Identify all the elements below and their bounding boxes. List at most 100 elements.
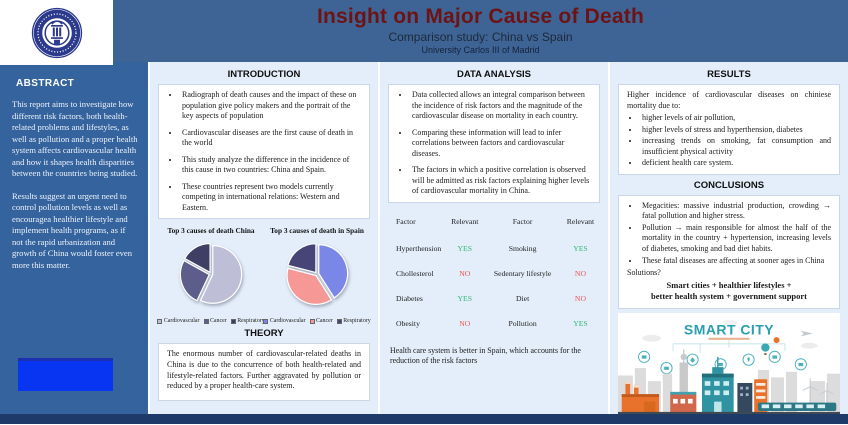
solution-line: Smart cities + healthier lifestyles + [666,279,792,290]
train [757,402,837,411]
factor-cell: Smoking [508,243,537,253]
data-analysis-heading: DATA ANALYSIS [456,69,532,80]
pie-charts: Top 3 causes of death China Cardiovascul… [157,219,371,326]
bullet-item: Pollution → main responsible for almost … [640,223,831,255]
factor-cell: Pollution [508,318,537,328]
introduction-heading: INTRODUCTION [227,69,301,80]
abstract-paragraph: Results suggest an urgent need to contro… [12,190,133,270]
theory-box: The enormous number of cardiovascular-re… [158,343,370,402]
bullet-item: Cardiovascular diseases are the first ca… [180,128,361,149]
relevant-cell: NO [459,268,471,278]
brick-building [670,391,697,413]
factor-cell: Obesity [396,318,420,328]
bullet-item: Megacities: massive industrial productio… [640,201,831,222]
hot-air-balloon-icon [761,342,770,352]
pie-svg-china [179,243,243,305]
pie-svg-spain [286,243,349,306]
abstract-heading: ABSTRACT [16,78,75,89]
factory [621,380,660,413]
airplane-icon [800,330,813,336]
factor-cell: Hyperthension [396,243,442,253]
poster-body: ABSTRACT This report aims to investigate… [0,62,848,425]
relevant-cell: YES [573,318,588,328]
table-row: Hyperthension YES Smoking YES [388,236,600,261]
bullet-item: The factors in which a positive correlat… [410,165,591,197]
table-row: Obesity NO Pollution YES [388,311,600,336]
relevant-cell: NO [459,318,471,328]
smart-city-title: SMART CITY [684,321,774,337]
poster-title: Insight on Major Cause of Death [316,5,645,28]
footer-bar [0,414,848,424]
factor-cell: Sedentary lifestyle [493,268,552,278]
conclusions-heading: CONCLUSIONS [693,179,765,191]
column-header: Factor [512,216,533,226]
bullet-item: This study analyze the difference in the… [180,155,361,176]
bullet-item: These countries represent two models cur… [180,182,361,214]
pie-chart-title: Top 3 causes of death China [167,226,255,236]
abstract-paragraph: This report aims to investigate how diff… [12,99,138,179]
bullet-item: Comparing these information will lead to… [410,128,591,160]
column-header: Relevant [451,216,479,226]
hospital-building [701,356,734,413]
relevant-cell: NO [574,268,586,278]
legend-item: Cancer [309,318,333,324]
introduction-column: INTRODUCTION Radiograph of death causes … [150,62,378,414]
legend-item: Respiratory [336,318,371,324]
conclusions-box: Megacities: massive industrial productio… [618,194,840,309]
pie-legend-spain: Cardiovascular Cancer Respiratory [263,318,371,324]
factor-table: Factor Relevant Factor Relevant Hyperthe… [388,212,600,336]
pie-slice-cancer [179,260,211,302]
table-row: Chollesterol NO Sedentary lifestyle NO [388,261,600,286]
data-analysis-column: DATA ANALYSIS Data collected allows an i… [380,62,608,414]
bullet-item: Radiograph of death causes and the impac… [180,90,361,122]
column-header: Factor [396,216,416,226]
healthcare-note: Health care system is better in Spain, w… [390,345,581,366]
pie-chart-spain: Top 3 causes of death in Spain Cardiovas… [263,223,371,324]
bullet-item: Data collected allows an integral compar… [410,90,591,122]
solution-line: better health system + government suppor… [650,291,808,302]
bullet-item: deficient health care system. [640,158,831,169]
relevant-cell: YES [573,243,588,253]
introduction-box: Radiograph of death causes and the impac… [158,84,370,220]
pie-chart-title: Top 3 causes of death in Spain [270,226,364,236]
smart-city-figure: SMART CITY [618,312,840,425]
bullet-item: These fatal diseases are affecting at so… [640,256,831,267]
bullet-item: higher levels of air pollution, [640,113,831,124]
results-intro: Higher incidence of cardiovascular disea… [627,90,831,110]
relevant-cell: NO [574,293,586,303]
legend-item: Respiratory [230,318,265,324]
university-logo [0,0,113,65]
relevant-cell: YES [457,293,473,303]
navy-building [737,382,753,413]
poster-institution: University Carlos III of Madrid [421,45,540,55]
bullet-item: increasing trends on smoking, fat consum… [640,136,831,157]
results-box: Higher incidence of cardiovascular disea… [618,84,840,175]
pie-slice-cardiovascular [318,244,349,300]
pie-slice-respiratory [287,243,317,274]
results-heading: RESULTS [707,69,751,80]
factor-cell: Diet [515,293,530,303]
university-seal-icon [31,7,82,58]
abstract-figure-placeholder [18,358,113,391]
legend-item: Cardiovascular [157,318,200,324]
results-column: RESULTS Higher incidence of cardiovascul… [610,62,848,425]
legend-item: Cardiovascular [263,318,306,324]
column-header: Relevant [566,216,595,226]
pie-slice-cancer [286,268,333,306]
pie-chart-china: Top 3 causes of death China Cardiovascul… [157,223,265,324]
smart-city-illustration: SMART CITY [618,315,840,422]
bullet-item: higher levels of stress and hyperthensio… [640,125,831,136]
data-analysis-box: Data collected allows an integral compar… [388,84,600,203]
poster-subtitle: Comparison study: China vs Spain [388,30,573,44]
legend-item: Cancer [203,318,227,324]
table-header-row: Factor Relevant Factor Relevant [388,212,600,236]
factor-cell: Chollesterol [396,268,434,278]
smart-city-tagline [708,337,750,340]
pie-legend-china: Cardiovascular Cancer Respiratory [157,318,265,324]
factor-cell: Diabetes [396,293,423,303]
hot-air-balloon-icon [773,336,780,343]
abstract-panel: ABSTRACT This report aims to investigate… [0,62,148,414]
poster-header: Insight on Major Cause of Death Comparis… [0,0,848,65]
table-row: Diabetes YES Diet NO [388,286,600,311]
pie-slice-cardiovascular [199,245,243,305]
